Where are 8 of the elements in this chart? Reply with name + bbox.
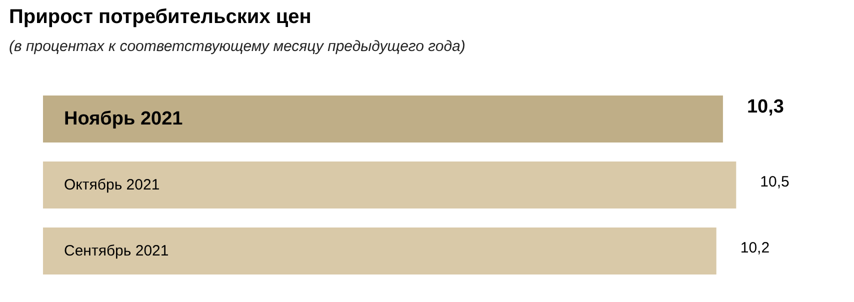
data-label: 10,5 <box>760 174 790 190</box>
data-label: 10,3 <box>746 96 784 118</box>
chart-title: Прирост потребительских цен <box>9 6 312 28</box>
y-tick-label: Октябрь 2021 <box>64 176 160 194</box>
data-label: 10,2 <box>740 240 770 256</box>
y-tick-label: Сентябрь 2021 <box>64 242 169 260</box>
chart-subtitle: (в процентах к соответствующему месяцу предыдущего года) <box>9 38 466 55</box>
y-tick-label: Ноябрь 2021 <box>64 108 184 130</box>
